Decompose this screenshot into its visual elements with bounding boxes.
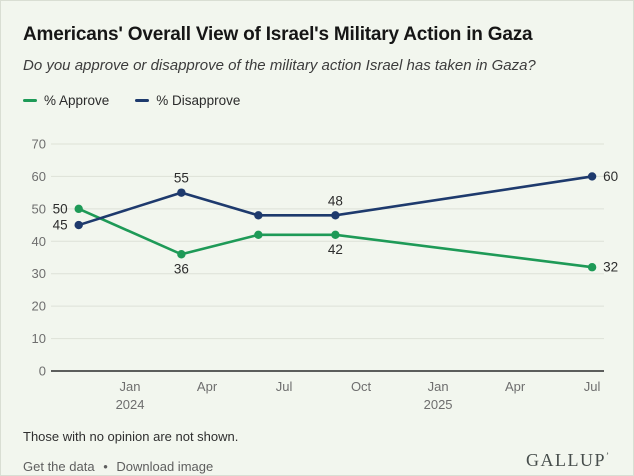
get-the-data-link[interactable]: Get the data: [23, 459, 95, 474]
svg-text:30: 30: [32, 266, 46, 281]
legend-item-disapprove: % Disapprove: [135, 93, 240, 108]
svg-text:Jul: Jul: [276, 379, 293, 394]
svg-text:60: 60: [32, 169, 46, 184]
legend-label-disapprove: % Disapprove: [156, 93, 241, 108]
svg-text:Jan: Jan: [120, 379, 141, 394]
chart-subtitle: Do you approve or disapprove of the mili…: [23, 57, 536, 74]
svg-text:Jul: Jul: [584, 379, 601, 394]
svg-text:2024: 2024: [116, 397, 145, 412]
svg-text:70: 70: [32, 136, 46, 151]
svg-text:Oct: Oct: [351, 379, 372, 394]
svg-text:Apr: Apr: [505, 379, 526, 394]
legend: % Approve % Disapprove: [23, 93, 240, 108]
chart-title: Americans' Overall View of Israel's Mili…: [23, 24, 533, 45]
footer-links: Get the data • Download image: [23, 459, 213, 474]
gallup-logo: GALLUPʼ: [526, 450, 609, 471]
svg-text:60: 60: [603, 169, 618, 184]
svg-text:10: 10: [32, 331, 46, 346]
svg-text:0: 0: [39, 364, 46, 379]
gallup-trademark-mark: ʼ: [606, 451, 609, 461]
svg-text:42: 42: [328, 242, 343, 257]
legend-item-approve: % Approve: [23, 93, 109, 108]
svg-text:40: 40: [32, 234, 46, 249]
footnote: Those with no opinion are not shown.: [23, 429, 239, 444]
svg-text:50: 50: [32, 201, 46, 216]
disapprove-line-swatch: [135, 99, 150, 102]
svg-text:48: 48: [328, 193, 343, 208]
svg-text:36: 36: [174, 261, 189, 276]
legend-label-approve: % Approve: [44, 93, 110, 108]
svg-text:20: 20: [32, 299, 46, 314]
chart-svg: 0 10 20 30 40 50 60 70 Jan 2024 Apr Jul Oct Jan 2025 Ap…: [32, 136, 619, 412]
svg-text:50: 50: [53, 201, 68, 216]
svg-text:55: 55: [174, 171, 189, 186]
svg-text:2025: 2025: [424, 397, 453, 412]
svg-text:Apr: Apr: [197, 379, 218, 394]
svg-text:Jan: Jan: [428, 379, 449, 394]
svg-text:32: 32: [603, 260, 618, 275]
download-image-link[interactable]: Download image: [116, 459, 214, 474]
link-separator: •: [103, 459, 108, 474]
svg-text:45: 45: [53, 218, 68, 233]
gallup-logo-text: GALLUP: [526, 450, 606, 470]
approve-line-swatch: [23, 99, 37, 102]
